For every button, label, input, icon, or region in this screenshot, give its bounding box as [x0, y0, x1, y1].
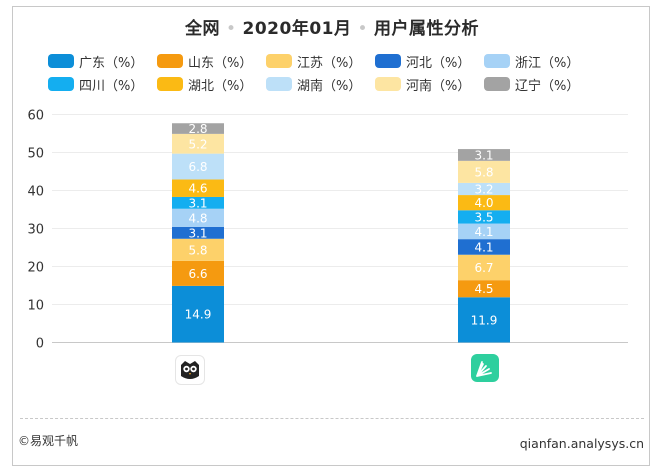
bar-segment: [458, 223, 510, 240]
footer-divider: [20, 418, 644, 419]
bar-segment: [172, 208, 224, 227]
bar-value-label: 5.8: [474, 165, 493, 179]
legend-item: 山东（%）: [157, 52, 253, 71]
chart-frame: [12, 6, 650, 466]
bar-value-label: 3.1: [188, 196, 207, 210]
bar-segment: [172, 153, 224, 180]
legend-label: 江苏（%）: [297, 55, 362, 71]
y-tick-label: 0: [36, 337, 44, 352]
legend-item: 四川（%）: [48, 75, 144, 94]
bar-value-label: 4.1: [474, 240, 493, 254]
bar-segment: [172, 133, 224, 154]
bar-segment: [458, 160, 510, 183]
bar-segment: [172, 285, 224, 343]
legend-label: 广东（%）: [79, 55, 144, 71]
y-tick-label: 60: [27, 109, 44, 124]
bar-value-label: 3.1: [474, 148, 493, 162]
owl-app-icon: [175, 355, 205, 385]
bar-segment: [458, 182, 510, 196]
legend-swatch: [375, 77, 401, 91]
bar-value-label: 3.5: [474, 210, 493, 224]
legend-label: 辽宁（%）: [515, 78, 580, 94]
legend-label: 河南（%）: [406, 78, 471, 94]
legend-swatch: [157, 54, 183, 68]
bar-segment: [458, 254, 510, 281]
y-tick-label: 10: [27, 299, 44, 314]
title-separator-2: •: [357, 19, 369, 39]
legend-label: 湖北（%）: [188, 78, 253, 94]
bar-value-label: 4.6: [188, 182, 207, 196]
legend-item: 河北（%）: [375, 52, 471, 71]
bar-value-label: 2.8: [188, 122, 207, 136]
title-scope: 全网: [184, 19, 220, 39]
legend-item: 浙江（%）: [484, 52, 580, 71]
bar-segment: [458, 195, 510, 211]
legend-item: 河南（%）: [375, 75, 471, 94]
bar-segment: [458, 280, 510, 298]
bar-value-label: 5.2: [188, 137, 207, 151]
bar-value-label: 6.8: [188, 160, 207, 174]
source-link[interactable]: qianfan.analysys.cn: [519, 436, 644, 451]
legend-label: 四川（%）: [79, 78, 144, 94]
bar-segment: [172, 238, 224, 261]
legend-item: 湖南（%）: [266, 75, 362, 94]
legend-swatch: [484, 54, 510, 68]
legend-swatch: [48, 54, 74, 68]
title-separator-1: •: [225, 19, 237, 39]
bar-value-label: 14.9: [185, 308, 212, 322]
bar-value-label: 3.2: [474, 182, 493, 196]
legend-label: 浙江（%）: [515, 55, 580, 71]
y-tick-label: 50: [27, 147, 44, 162]
bar-value-label: 4.8: [188, 211, 207, 225]
title-topic: 用户属性分析: [374, 19, 480, 39]
legend-swatch: [157, 77, 183, 91]
legend-item: 江苏（%）: [266, 52, 362, 71]
y-tick-label: 30: [27, 223, 44, 238]
y-tick-label: 20: [27, 261, 44, 276]
bar-segment: [458, 297, 510, 343]
bar-value-label: 6.6: [188, 267, 207, 281]
bar-segment: [458, 210, 510, 224]
chart-title: 全网 • 2020年01月 • 用户属性分析: [0, 14, 664, 39]
legend-swatch: [484, 77, 510, 91]
bar-value-label: 11.9: [471, 313, 498, 327]
y-tick-label: 40: [27, 185, 44, 200]
legend-item: 湖北（%）: [157, 75, 253, 94]
legend-item: 辽宁（%）: [484, 75, 580, 94]
bar-segment: [172, 260, 224, 286]
legend-label: 湖南（%）: [297, 78, 362, 94]
bar-value-label: 5.8: [188, 243, 207, 257]
bar-segment: [172, 226, 224, 239]
legend-item: 广东（%）: [48, 52, 144, 71]
bar-segment: [172, 196, 224, 209]
legend-label: 山东（%）: [188, 55, 253, 71]
qianfan-app-icon: [471, 354, 499, 382]
bar-segment: [458, 239, 510, 255]
bar-value-label: 4.1: [474, 225, 493, 239]
bar-value-label: 4.5: [474, 282, 493, 296]
bar-segment: [172, 179, 224, 197]
bar-value-label: 4.0: [474, 196, 493, 210]
bar-value-label: 3.1: [188, 226, 207, 240]
legend-swatch: [266, 54, 292, 68]
legend-swatch: [48, 77, 74, 91]
bar-value-label: 6.7: [474, 261, 493, 275]
title-period: 2020年01月: [242, 19, 352, 39]
legend-swatch: [266, 77, 292, 91]
legend-label: 河北（%）: [406, 55, 471, 71]
bar-segment: [458, 149, 510, 161]
legend-swatch: [375, 54, 401, 68]
bar-segment: [172, 123, 224, 134]
copyright-text: ©易观千帆: [18, 434, 79, 448]
